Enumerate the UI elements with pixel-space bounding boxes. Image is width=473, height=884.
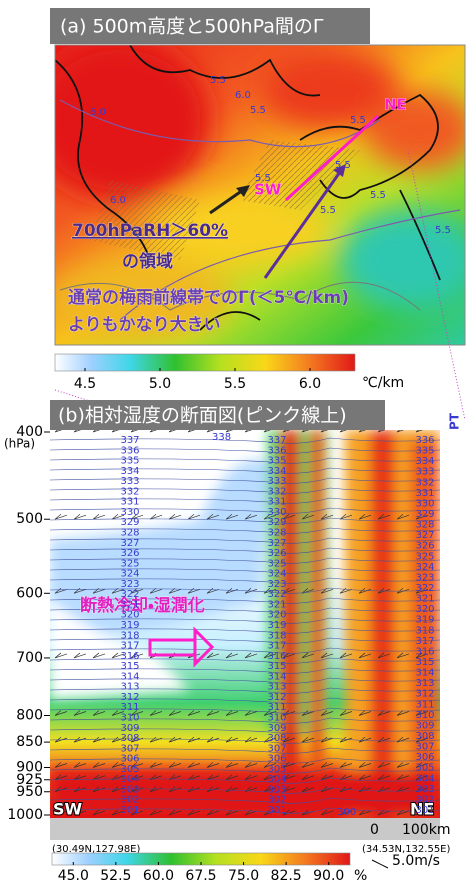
contour-label: 301 — [415, 805, 434, 816]
y-tick-label: 950 — [16, 784, 43, 800]
contour-label: 309 — [415, 720, 434, 731]
annotation: よりもかなり大きい — [68, 314, 221, 335]
contour-label: 305 — [415, 763, 434, 774]
colorbar-label: 5.5 — [224, 376, 246, 392]
contour-label: 311 — [415, 699, 434, 710]
contour-label: 5.5 — [320, 205, 336, 216]
contour-label: 6.0 — [90, 107, 106, 118]
y-tick-label: 700 — [16, 650, 43, 666]
contour-label: 331 — [415, 488, 434, 499]
contour-label: 302 — [415, 794, 434, 805]
contour-label: 332 — [415, 477, 434, 488]
contour-label: 5.5 — [250, 105, 266, 116]
contour-label: 303 — [415, 784, 434, 795]
colorbar-label: 82.5 — [271, 868, 302, 884]
panel-title: (b)相対湿度の断面図(ピンク線上) — [58, 405, 347, 427]
contour-label: 301 — [120, 805, 139, 816]
contour-label: 5.5 — [370, 190, 386, 201]
contour-label: 334 — [415, 456, 434, 467]
contour-label: 308 — [415, 731, 434, 742]
annotation: 通常の梅雨前線帯でのΓ(＜5℃/km) — [68, 287, 349, 308]
contour-label: 327 — [415, 530, 434, 541]
y-tick-label: 400 — [16, 424, 43, 440]
contour-label: 317 — [415, 636, 434, 647]
contour-label: 304 — [415, 773, 434, 784]
contour-label: 323 — [415, 572, 434, 583]
contour-label: 336 — [415, 435, 434, 446]
y-tick-label: 600 — [16, 585, 43, 601]
contour-label: 6.0 — [235, 90, 251, 101]
contour-label: 319 — [415, 615, 434, 626]
panel-title: (a) 500m高度と500hPa間のΓ — [60, 16, 324, 38]
figure: (a) 500m高度と500hPa間のΓ SW NE 700hPaRH＞60% … — [0, 0, 473, 884]
contour-label: 338 — [212, 432, 231, 443]
contour-label: 333 — [415, 467, 434, 478]
contour-label: 315 — [415, 657, 434, 668]
colorbar-label: 67.5 — [185, 868, 216, 884]
contour-label: 328 — [415, 520, 434, 531]
contour-label: 300 — [337, 807, 356, 818]
contour-label: 318 — [415, 625, 434, 636]
colorbar-unit: % — [354, 868, 367, 884]
wind-scale: 5.0m/s — [392, 853, 440, 869]
colorbar-label: 52.5 — [100, 868, 131, 884]
contour-label: 321 — [415, 594, 434, 605]
cross-section — [50, 427, 440, 840]
contour-label: 324 — [415, 562, 434, 573]
y-tick-label: 850 — [16, 734, 43, 750]
y-tick-label: 500 — [16, 511, 43, 527]
contour-label: 335 — [415, 446, 434, 457]
scale-length: 100km — [402, 822, 450, 838]
contour-label: 313 — [415, 678, 434, 689]
end-label: NE — [384, 96, 407, 114]
annotation: 700hPaRH＞60% — [72, 221, 228, 241]
contour-label: 314 — [415, 668, 434, 679]
contour-label: 320 — [415, 604, 434, 615]
contour-label: 306 — [415, 752, 434, 763]
side-label: PT — [448, 412, 462, 430]
contour-label: 301 — [267, 805, 286, 816]
contour-label: 326 — [415, 541, 434, 552]
start-label: SW — [53, 800, 83, 819]
contour-label: 312 — [415, 689, 434, 700]
colorbar-label: 6.0 — [299, 376, 321, 392]
contour-label: 307 — [415, 742, 434, 753]
contour-label: 6.0 — [110, 195, 126, 206]
contour-label: 310 — [415, 710, 434, 721]
annotation: の領域 — [122, 251, 173, 272]
colorbar-label: 5.0 — [149, 376, 171, 392]
colorbar-label: 90.0 — [313, 868, 344, 884]
annotation: 断熱冷却・湿潤化 — [80, 595, 205, 616]
scale-zero: 0 — [370, 822, 379, 838]
y-tick-label: 1000 — [7, 807, 43, 823]
contour-label: 5.5 — [435, 225, 451, 236]
contour-label: 316 — [415, 646, 434, 657]
contour-label: 5.5 — [350, 115, 366, 126]
contour-label: 322 — [415, 583, 434, 594]
contour-label: 5.5 — [210, 75, 226, 86]
colorbar-label: 45.0 — [58, 868, 89, 884]
contour-label: 330 — [415, 498, 434, 509]
y-tick-label: 800 — [16, 707, 43, 723]
colorbar-label: 4.5 — [74, 376, 96, 392]
contour-label: 329 — [415, 509, 434, 520]
contour-label: 5.5 — [255, 173, 271, 184]
contour-label: 5.5 — [335, 160, 351, 171]
colorbar-label: 60.0 — [143, 868, 174, 884]
contour-label: 325 — [415, 551, 434, 562]
colorbar-unit: ℃/km — [362, 375, 404, 391]
colorbar-label: 75.0 — [228, 868, 259, 884]
